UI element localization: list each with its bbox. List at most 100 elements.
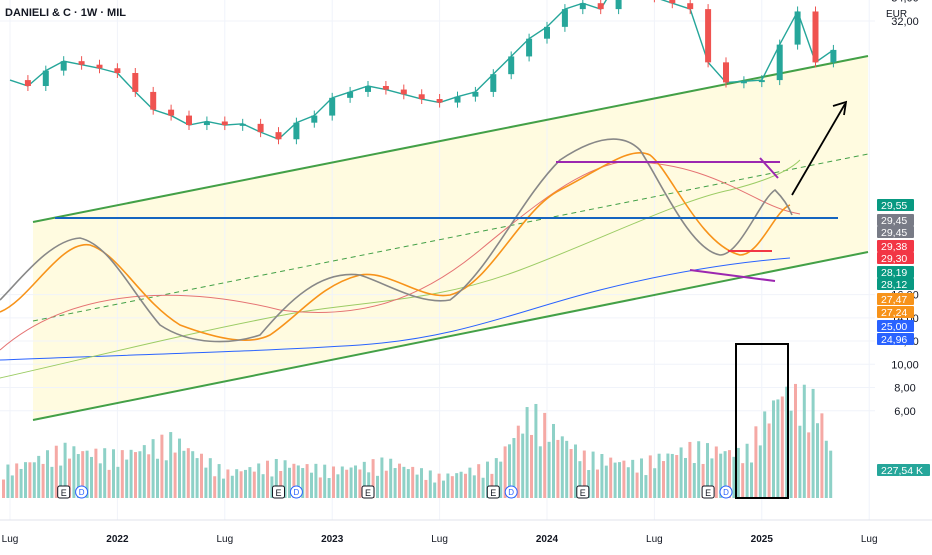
ma-gray-line	[0, 138, 793, 343]
volume-bar	[296, 465, 300, 498]
price-badge	[877, 293, 914, 305]
volume-bar	[257, 463, 261, 498]
candle-body	[96, 64, 103, 69]
volume-bar	[644, 475, 648, 498]
volume-bar	[648, 455, 652, 498]
low-trend-line	[689, 269, 776, 282]
volume-bar	[28, 462, 32, 498]
volume-bar	[424, 479, 428, 498]
y-tick-label: 8,00	[894, 383, 915, 395]
volume-bar	[640, 458, 643, 498]
earnings-marker	[701, 485, 715, 499]
volume-bar	[54, 445, 58, 498]
candle-body	[275, 132, 282, 140]
volume-bar	[684, 457, 687, 498]
candles	[24, 0, 837, 145]
volume-bar	[582, 450, 586, 498]
volume-bar	[6, 464, 10, 498]
price-badge	[877, 199, 914, 211]
dividend-marker	[75, 485, 89, 499]
volume-bar	[279, 470, 283, 498]
volume-bar	[794, 383, 797, 498]
volume-bar	[758, 445, 762, 498]
candle-body	[490, 74, 497, 92]
candle-body	[418, 94, 425, 100]
volume-bar	[222, 478, 225, 498]
volume-bar	[503, 446, 507, 498]
volume-bar	[547, 441, 551, 498]
volume-bar	[807, 432, 811, 498]
volume-bar	[446, 473, 450, 498]
channel-lower-line[interactable]	[32, 251, 869, 421]
candle-body	[669, 0, 676, 4]
price-badge-value: 227,54 K	[881, 465, 923, 477]
price-badge	[877, 306, 914, 318]
volume-bar	[824, 440, 828, 498]
volume-bar	[107, 469, 111, 498]
volume-bar	[675, 455, 679, 498]
volume-bar	[692, 463, 696, 498]
volume-bar	[239, 471, 243, 498]
volume-bar	[327, 478, 331, 498]
candle-body	[132, 72, 139, 92]
volume-bar	[59, 465, 63, 498]
volume-bar	[578, 461, 582, 498]
candle-body	[687, 3, 694, 10]
volume-bar	[72, 446, 76, 498]
volume-bar	[714, 446, 718, 498]
volume-bar	[657, 453, 661, 498]
candle-body	[436, 99, 443, 103]
volume-bar	[138, 451, 142, 498]
volume-bar	[358, 469, 362, 498]
volume-bar	[767, 423, 771, 498]
volume-bar	[292, 463, 296, 498]
price-badge-value: 28,19	[881, 267, 907, 279]
price-badge-value: 29,45	[881, 215, 907, 227]
volume-bar	[811, 388, 815, 498]
volume-bar	[147, 454, 151, 498]
volume-bar	[723, 451, 727, 498]
volume-bar	[543, 412, 547, 498]
volume-bar	[169, 432, 173, 498]
volume-bar	[754, 426, 758, 498]
volume-bar	[323, 464, 327, 498]
volume-bar	[37, 455, 41, 498]
volume-bar	[367, 472, 371, 498]
volume-bars	[2, 383, 833, 498]
earnings-marker	[486, 485, 500, 499]
volume-bar	[376, 475, 379, 498]
volume-bar	[596, 469, 599, 498]
volume-highlight-box	[735, 343, 789, 499]
earnings-marker	[576, 485, 590, 499]
volume-bar	[200, 453, 203, 498]
volume-bar	[2, 479, 5, 498]
volume-bar	[785, 386, 789, 498]
candle-body	[740, 81, 747, 84]
candle-body	[293, 122, 300, 140]
channel-upper-line[interactable]	[32, 55, 869, 223]
volume-bar	[217, 464, 221, 498]
candle-body	[705, 9, 712, 63]
volume-bar	[750, 462, 753, 498]
price-badge-value: 29,30	[881, 253, 907, 265]
price-badge	[877, 226, 914, 238]
volume-bar	[437, 473, 441, 498]
candle-body	[347, 91, 354, 98]
dividend-marker	[289, 485, 303, 499]
volume-bar	[697, 441, 701, 498]
volume-bar	[195, 458, 199, 498]
candle-body	[329, 97, 336, 116]
dividend-marker	[719, 485, 733, 499]
volume-bar	[459, 471, 463, 498]
volume-bar	[182, 450, 186, 498]
candle-body	[311, 115, 318, 123]
volume-bar	[820, 413, 824, 498]
volume-bar	[10, 475, 14, 498]
volume-bar	[310, 472, 313, 498]
volume-bar	[156, 458, 159, 498]
x-tick-label: Lug	[646, 534, 663, 545]
volume-bar	[679, 447, 683, 498]
